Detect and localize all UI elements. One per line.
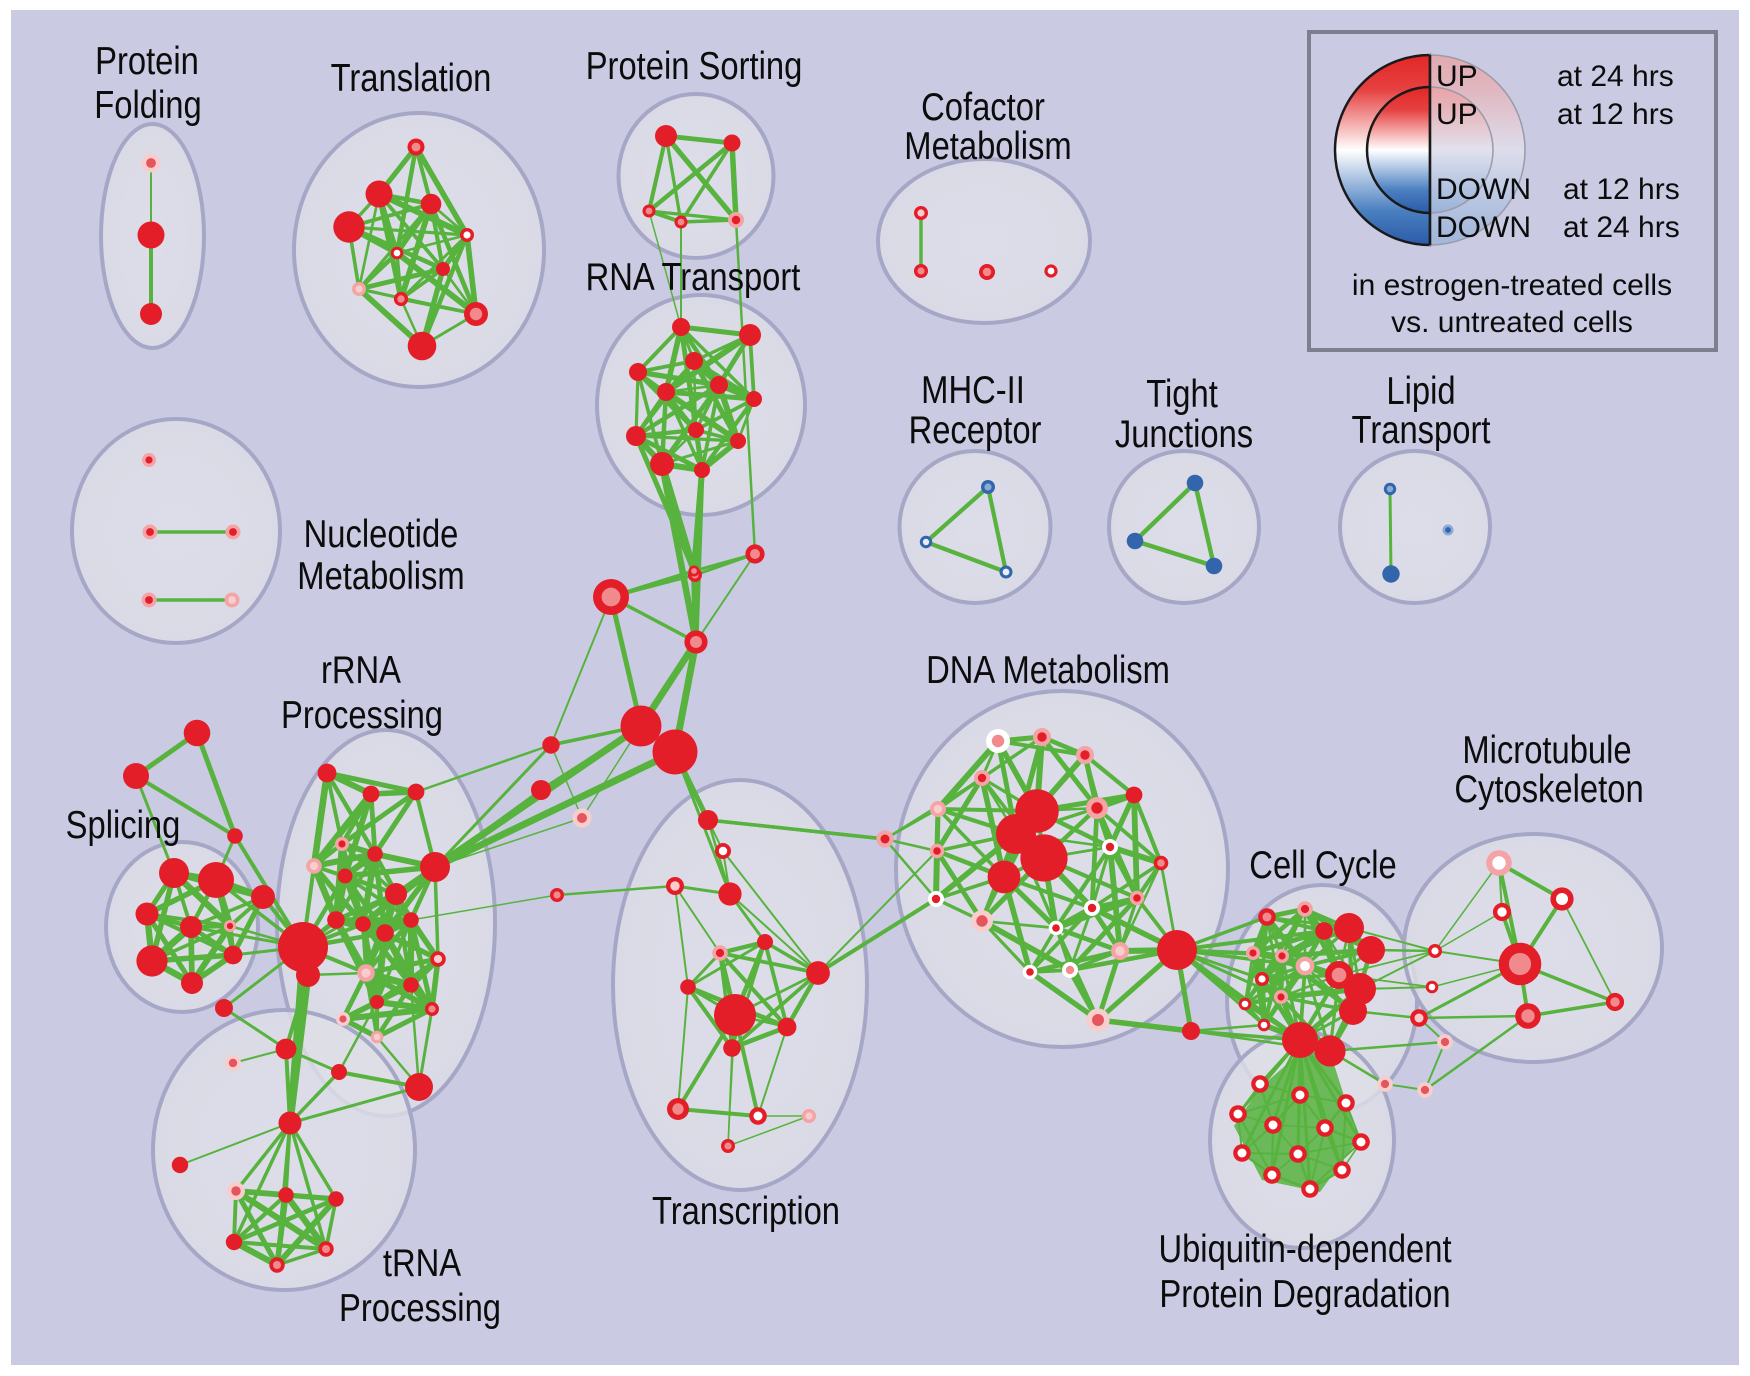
svg-text:DNA Metabolism: DNA Metabolism xyxy=(926,647,1170,691)
svg-text:in estrogen-treated cells: in estrogen-treated cells xyxy=(1352,269,1672,302)
svg-text:Folding: Folding xyxy=(94,82,201,126)
svg-text:Protein: Protein xyxy=(95,38,199,82)
svg-text:Ubiquitin-dependent: Ubiquitin-dependent xyxy=(1158,1226,1451,1270)
svg-text:Protein Degradation: Protein Degradation xyxy=(1159,1271,1450,1315)
svg-text:Nucleotide: Nucleotide xyxy=(304,511,459,555)
svg-text:at 12 hrs: at 12 hrs xyxy=(1563,173,1680,206)
svg-text:Lipid: Lipid xyxy=(1386,368,1455,412)
svg-text:DOWN: DOWN xyxy=(1436,173,1531,206)
svg-text:RNA Transport: RNA Transport xyxy=(586,254,801,298)
svg-text:Receptor: Receptor xyxy=(909,407,1042,451)
svg-text:Transcription: Transcription xyxy=(652,1188,840,1232)
svg-text:Cell Cycle: Cell Cycle xyxy=(1249,842,1396,886)
svg-text:Cofactor: Cofactor xyxy=(921,84,1045,128)
svg-text:Transport: Transport xyxy=(1352,407,1491,451)
svg-text:at 24 hrs: at 24 hrs xyxy=(1563,211,1680,244)
svg-text:Splicing: Splicing xyxy=(66,802,181,846)
svg-text:at 24 hrs: at 24 hrs xyxy=(1557,60,1674,93)
svg-text:UP: UP xyxy=(1436,60,1478,93)
svg-text:Protein Sorting: Protein Sorting xyxy=(586,43,803,87)
svg-text:Processing: Processing xyxy=(281,692,443,736)
svg-text:MHC-II: MHC-II xyxy=(921,367,1025,411)
svg-text:Translation: Translation xyxy=(331,55,492,99)
svg-text:Microtubule: Microtubule xyxy=(1462,727,1631,771)
svg-text:Processing: Processing xyxy=(339,1285,501,1329)
svg-text:rRNA: rRNA xyxy=(321,647,401,691)
svg-text:tRNA: tRNA xyxy=(383,1240,461,1284)
svg-text:vs. untreated cells: vs. untreated cells xyxy=(1391,306,1633,339)
svg-text:Metabolism: Metabolism xyxy=(297,553,464,597)
svg-text:Tight: Tight xyxy=(1146,371,1218,415)
svg-text:at 12 hrs: at 12 hrs xyxy=(1557,98,1674,131)
svg-text:Cytoskeleton: Cytoskeleton xyxy=(1454,766,1643,810)
svg-text:DOWN: DOWN xyxy=(1436,211,1531,244)
svg-text:Junctions: Junctions xyxy=(1115,411,1253,455)
svg-text:UP: UP xyxy=(1436,98,1478,131)
svg-text:Metabolism: Metabolism xyxy=(904,123,1071,167)
